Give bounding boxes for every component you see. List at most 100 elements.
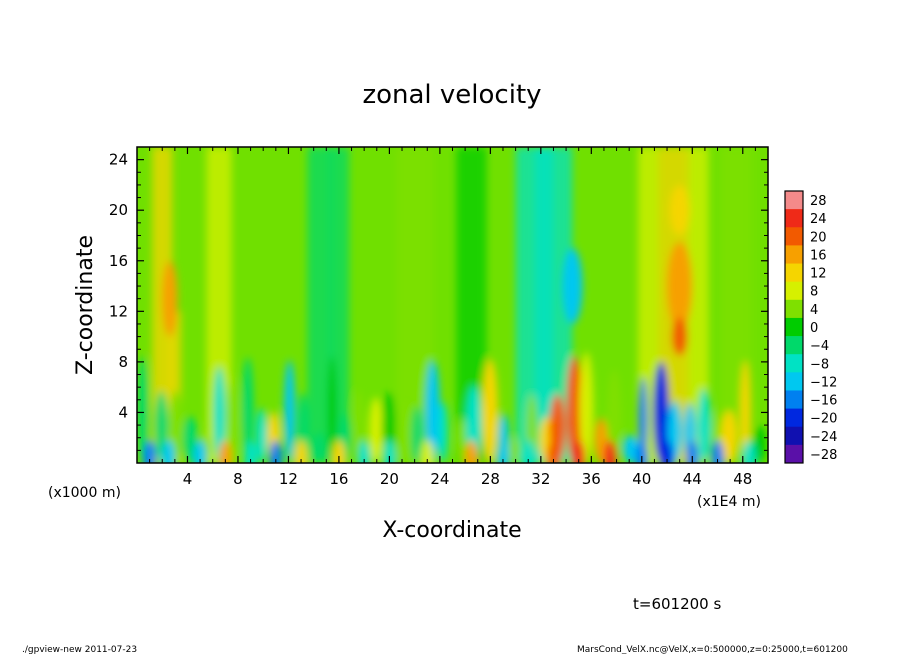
colorbar-label: −28 — [810, 448, 837, 463]
field-cell — [603, 440, 617, 463]
field-cell — [667, 241, 693, 331]
y-unit-label: (x1000 m) — [48, 485, 121, 501]
y-axis-label: Z-coordinate — [73, 235, 98, 375]
field-cell — [284, 360, 296, 463]
field-cell — [212, 366, 226, 463]
colorbar-label: −20 — [810, 412, 837, 427]
y-axis-ticks: 4 8 12 16 20 24 — [109, 151, 768, 451]
field-cell — [332, 440, 346, 463]
field-cell — [294, 440, 308, 463]
x-tick-label: 40 — [632, 470, 651, 488]
field-cell — [720, 410, 738, 463]
colorbar-label: −8 — [810, 357, 829, 372]
field-cell — [357, 440, 371, 463]
colorbar-swatch — [785, 444, 803, 464]
y-tick-label: 8 — [118, 353, 128, 371]
colorbar-swatch — [785, 317, 803, 337]
field-cell — [420, 440, 434, 463]
field-cell — [579, 352, 594, 463]
field-cell — [521, 440, 535, 463]
field-cell — [711, 440, 724, 463]
field-cell — [399, 402, 411, 463]
colorbar-label: 4 — [810, 303, 818, 318]
colorbar-swatch — [785, 336, 803, 355]
x-tick-label: 36 — [582, 470, 601, 488]
field-cell — [622, 434, 639, 463]
field-cell — [465, 440, 478, 463]
field-cell — [143, 440, 156, 463]
colorbar-swatch — [785, 281, 803, 301]
colorbar-swatch — [785, 263, 803, 283]
colorbar-label: −12 — [810, 375, 837, 390]
x-tick-label: 12 — [279, 470, 298, 488]
colorbar-label: 28 — [810, 194, 827, 209]
x-tick-label: 8 — [233, 470, 243, 488]
field-cell — [425, 360, 441, 463]
field-cell — [327, 355, 338, 463]
field-cell — [572, 440, 586, 463]
chart-title: zonal velocity — [362, 80, 541, 110]
colorbar-swatch — [785, 227, 803, 246]
field-cell — [162, 260, 178, 337]
field-cell — [138, 356, 149, 463]
field-cell — [162, 440, 175, 463]
field-cell — [183, 416, 198, 463]
colorbar-swatch — [785, 372, 803, 391]
field-cell — [672, 317, 688, 356]
x-tick-label: 24 — [430, 470, 449, 488]
field-band — [688, 147, 709, 463]
field-cell — [219, 440, 232, 463]
field-cell — [607, 369, 622, 463]
field-cell — [685, 440, 699, 463]
colorbar-swatch — [785, 408, 803, 428]
colorbar-swatch — [785, 209, 803, 228]
x-axis-label: X-coordinate — [382, 518, 521, 543]
field-cell — [635, 440, 649, 463]
colorbar-swatch — [785, 299, 803, 319]
colorbar-label: 16 — [810, 248, 827, 263]
x-tick-label: 32 — [531, 470, 550, 488]
y-tick-label: 16 — [109, 252, 128, 270]
field-cell — [753, 425, 767, 463]
colorbar-label: 20 — [810, 230, 827, 245]
x-axis-ticks: 4 8 12 16 20 24 28 32 36 40 44 48 — [149, 147, 756, 488]
field-cell — [547, 440, 560, 463]
y-tick-label: 12 — [109, 302, 128, 320]
x-tick-label: 4 — [183, 470, 193, 488]
field-cell — [594, 418, 608, 463]
colorbar-swatch — [785, 390, 803, 410]
field-cell — [193, 440, 207, 463]
field-cell — [457, 418, 468, 463]
colorbar-swatch — [785, 245, 803, 265]
field-cell — [313, 432, 325, 463]
field-cell — [256, 408, 268, 463]
field-cell — [653, 361, 670, 463]
field-cell — [383, 440, 396, 463]
field-cell — [242, 357, 254, 463]
time-label: t=601200 s — [633, 595, 721, 613]
velocity-field — [138, 147, 767, 463]
field-cell — [411, 406, 424, 463]
footer-left: ./gpview-new 2011-07-23 — [22, 645, 137, 654]
colorbar-label: 0 — [810, 321, 818, 336]
field-cell — [226, 376, 241, 463]
field-cell — [740, 360, 751, 463]
colorbar-swatch — [785, 426, 803, 446]
y-tick-label: 4 — [118, 403, 128, 421]
field-cell — [566, 356, 583, 463]
colorbar-label: 8 — [810, 285, 818, 300]
field-cell — [669, 184, 690, 236]
colorbar-label: 12 — [810, 267, 827, 282]
colorbar-label: −4 — [810, 339, 829, 354]
colorbar-swatch — [785, 191, 803, 210]
colorbar-frame — [784, 190, 804, 464]
footer-right: MarsCond_VelX.nc@VelX,x=0:500000,z=0:250… — [577, 645, 848, 654]
field-cell — [509, 437, 520, 463]
x-tick-label: 20 — [380, 470, 399, 488]
x-unit-label: (x1E4 m) — [697, 494, 761, 510]
field-cell — [562, 248, 583, 324]
x-tick-label: 48 — [733, 470, 752, 488]
field-cell — [496, 440, 510, 463]
